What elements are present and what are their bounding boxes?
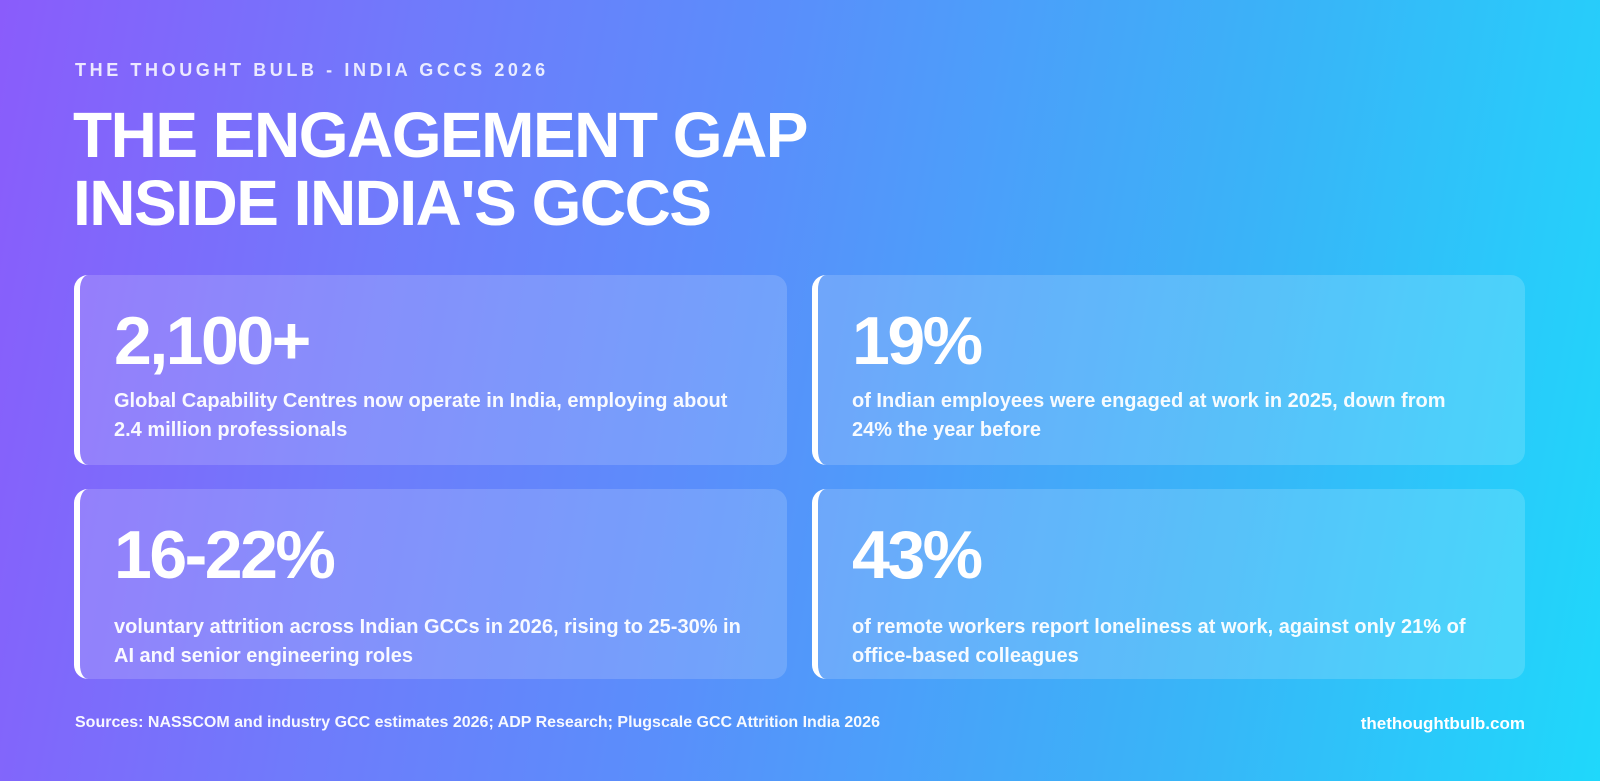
stat-value: 16-22%: [114, 517, 336, 593]
stat-value: 43%: [852, 517, 983, 593]
stat-value: 19%: [852, 303, 983, 379]
eyebrow-label: THE THOUGHT BULB - INDIA GCCS 2026: [75, 60, 549, 80]
stat-value: 2,100+: [114, 303, 311, 379]
stat-description: of remote workers report loneliness at w…: [852, 616, 1466, 667]
stat-description: voluntary attrition across Indian GCCs i…: [114, 616, 741, 667]
stat-description: Global Capability Centres now operate in…: [114, 390, 728, 441]
stat-card-loneliness: 43% of remote workers report loneliness …: [812, 489, 1525, 679]
stat-description: of Indian employees were engaged at work…: [852, 390, 1446, 441]
website-link[interactable]: thethoughtbulb.com: [1360, 714, 1525, 733]
title-line-2: INSIDE INDIA'S GCCS: [73, 167, 712, 239]
stat-card-attrition: 16-22% voluntary attrition across Indian…: [74, 489, 787, 679]
stat-card-engagement: 19% of Indian employees were engaged at …: [812, 275, 1525, 465]
page-title: THE ENGAGEMENT GAP INSIDE INDIA'S GCCS: [73, 99, 808, 239]
sources-footnote: Sources: NASSCOM and industry GCC estima…: [75, 714, 880, 731]
title-line-1: THE ENGAGEMENT GAP: [73, 99, 808, 171]
stat-card-gcc-count: 2,100+ Global Capability Centres now ope…: [74, 275, 787, 465]
